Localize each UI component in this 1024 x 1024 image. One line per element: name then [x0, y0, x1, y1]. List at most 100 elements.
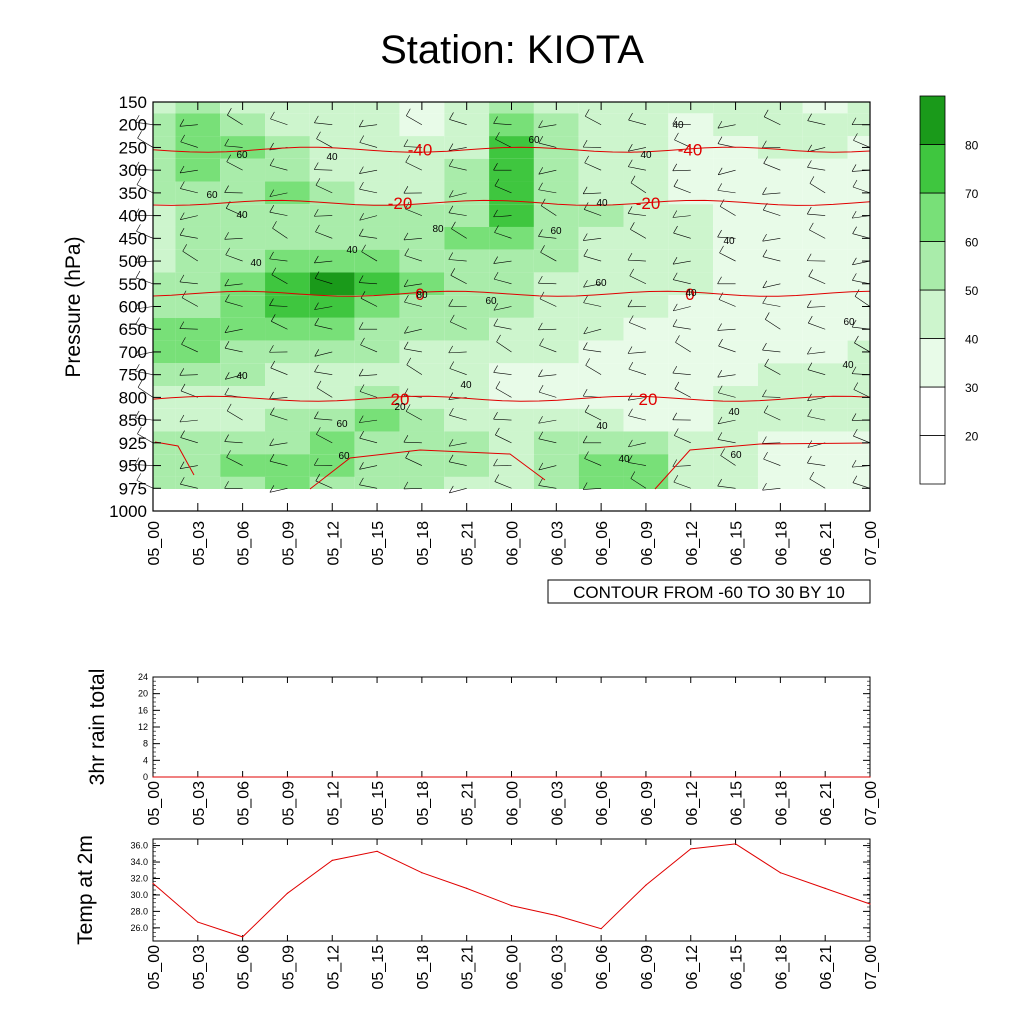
data-point	[510, 776, 513, 778]
wind-barb	[807, 351, 826, 355]
y-tick-label: 30.0	[130, 890, 148, 900]
wind-barb-flag	[134, 161, 140, 170]
rain-plot: 0 4 8 12 16 20 24 05_00 05_03 05_06 05_09 05_12 05_1…	[86, 669, 880, 826]
wind-barb-flag	[224, 325, 230, 333]
x-tick-label: 05_12	[325, 521, 342, 566]
wind-barb	[448, 212, 467, 216]
wind-barb	[405, 457, 423, 466]
temperature-contour	[152, 395, 871, 402]
wind-barb	[448, 147, 467, 151]
x-tick-label: 05_06	[236, 781, 253, 826]
wind-barb-flag	[583, 295, 588, 303]
wind-barb	[403, 487, 422, 490]
wind-barb-flag	[179, 368, 185, 376]
wind-barb	[494, 278, 512, 285]
wind-barb	[538, 465, 557, 471]
rh-contour-label: 40	[346, 245, 358, 256]
wind-barb	[628, 119, 647, 126]
wind-barb-flag	[762, 249, 768, 257]
wind-barb	[584, 209, 602, 216]
wind-barb-flag	[136, 473, 142, 481]
rh-contour-label: 80	[432, 224, 444, 235]
rh-cell	[444, 454, 490, 477]
wind-barb	[406, 115, 423, 125]
wind-barb-flag	[405, 450, 410, 459]
rh-contour-label: 40	[842, 360, 854, 371]
wind-barb	[495, 434, 512, 444]
wind-barb-flag	[809, 176, 815, 184]
wind-barb-flag	[361, 244, 366, 252]
wind-barb-flag	[853, 382, 859, 390]
wind-barb	[762, 396, 781, 398]
rh-cell	[578, 454, 624, 477]
colorbar-label: 80	[965, 139, 979, 153]
x-tick-label: 05_21	[460, 945, 477, 990]
wind-barb-flag	[315, 473, 321, 482]
y-tick-label: 4	[143, 755, 148, 765]
wind-barb	[180, 234, 198, 239]
x-tick-label: 05_09	[280, 521, 297, 566]
data-point	[466, 887, 468, 889]
wind-barb-flag	[405, 404, 411, 412]
rh-cell	[175, 476, 221, 489]
wind-barb	[538, 236, 557, 239]
wind-barb	[315, 231, 333, 239]
wind-barb	[269, 305, 288, 307]
wind-barb-flag	[717, 416, 723, 425]
wind-barb	[135, 306, 154, 310]
rh-cell	[153, 408, 176, 432]
wind-barb	[314, 351, 333, 357]
wind-barb-flag	[448, 392, 454, 400]
wind-barb-flag	[627, 252, 633, 261]
rh-cell	[153, 272, 176, 296]
wind-barb	[270, 414, 288, 421]
rh-contour-label: 20	[394, 402, 406, 413]
rh-contour-label: 60	[595, 278, 607, 289]
rh-cell	[175, 226, 221, 250]
wind-barb-flag	[448, 345, 453, 354]
rh-contour-label: 60	[206, 190, 218, 201]
wind-barb-flag	[224, 387, 230, 396]
x-tick-label: 05_18	[415, 521, 432, 566]
wind-barb-flag	[627, 346, 633, 354]
y-tick-label: 36.0	[130, 841, 148, 851]
wind-barb	[717, 374, 736, 378]
wind-barb-flag	[762, 140, 767, 148]
wind-barb-flag	[717, 432, 723, 440]
wind-barb	[852, 260, 871, 266]
wind-barb-flag	[494, 474, 500, 482]
wind-barb-flag	[673, 225, 678, 234]
rh-contour-label: 40	[640, 150, 652, 161]
wind-barb	[227, 410, 243, 421]
wind-barb	[762, 283, 781, 289]
wind-barb-flag	[852, 475, 858, 483]
wind-barb-flag	[717, 385, 723, 393]
wind-barb-flag	[496, 334, 501, 343]
wind-barb	[763, 163, 781, 171]
temperature-contour	[152, 199, 871, 206]
wind-barb	[449, 165, 467, 171]
wind-barb-flag	[358, 322, 364, 330]
x-tick-label: 06_03	[549, 521, 566, 566]
wind-barb	[496, 341, 512, 353]
wind-barb-flag	[674, 428, 679, 436]
wind-barb-flag	[807, 144, 812, 152]
data-point	[466, 776, 468, 778]
wind-barb-flag	[493, 116, 498, 124]
rh-cell	[153, 102, 176, 114]
rh-cell	[489, 226, 534, 250]
x-tick-label: 06_21	[818, 945, 835, 990]
wind-barb-flag	[717, 183, 722, 191]
wind-barb	[226, 161, 243, 171]
data-point	[600, 928, 602, 930]
wind-barb	[674, 388, 691, 398]
wind-barb	[628, 368, 647, 375]
wind-barb-flag	[720, 448, 725, 456]
wind-barb-flag	[763, 156, 768, 164]
wind-barb-flag	[762, 296, 767, 304]
rh-cell	[489, 113, 534, 137]
wind-barb	[403, 238, 422, 241]
wind-barb	[404, 283, 422, 287]
wind-barb-flag	[180, 134, 185, 143]
rh-cell	[153, 295, 176, 318]
